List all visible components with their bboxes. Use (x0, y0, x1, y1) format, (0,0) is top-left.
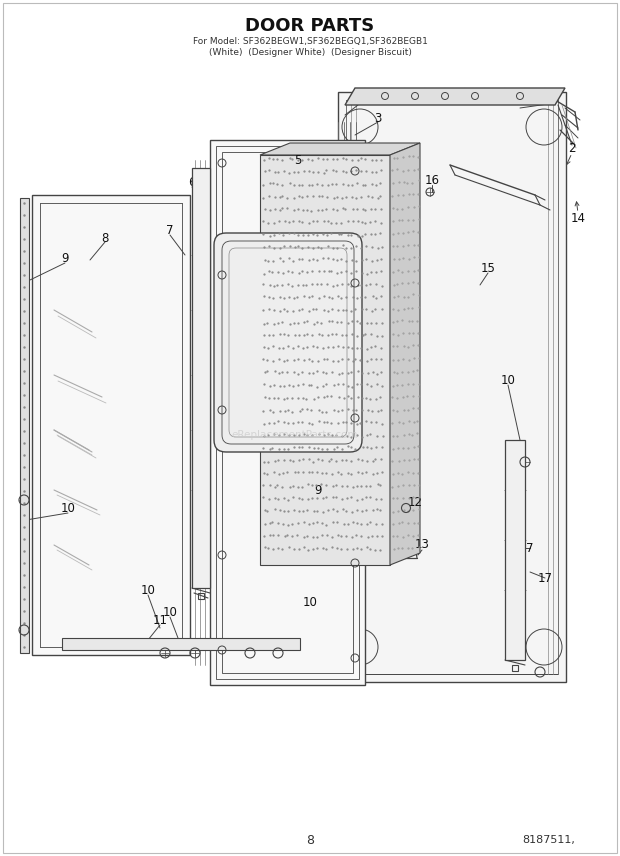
Text: 15: 15 (480, 261, 495, 275)
Text: DOOR PARTS: DOOR PARTS (246, 17, 374, 35)
Polygon shape (210, 140, 365, 685)
Text: 10: 10 (61, 502, 76, 514)
Text: 8187511,: 8187511, (522, 835, 575, 845)
Polygon shape (390, 143, 420, 565)
Text: 2: 2 (569, 141, 576, 154)
Text: 11: 11 (153, 614, 167, 627)
Text: 7: 7 (166, 223, 174, 236)
Text: 3: 3 (374, 111, 382, 124)
Text: 16: 16 (425, 174, 440, 187)
Polygon shape (345, 88, 565, 105)
Polygon shape (260, 143, 420, 155)
Polygon shape (338, 92, 566, 682)
Text: 9: 9 (61, 252, 69, 265)
Polygon shape (20, 198, 29, 653)
Text: 8: 8 (306, 834, 314, 847)
Text: 17: 17 (538, 572, 552, 585)
Polygon shape (62, 638, 300, 650)
Bar (260, 155, 390, 565)
Text: 10: 10 (162, 605, 177, 619)
Text: 4: 4 (354, 93, 361, 106)
Text: 6: 6 (188, 175, 196, 188)
Text: 10: 10 (500, 373, 515, 387)
Text: 14: 14 (570, 211, 585, 224)
Text: For Model: SF362BEGW1,SF362BEGQ1,SF362BEGB1: For Model: SF362BEGW1,SF362BEGQ1,SF362BE… (193, 37, 427, 45)
Polygon shape (32, 195, 190, 655)
Text: 1: 1 (544, 93, 552, 106)
Text: 9: 9 (314, 484, 322, 496)
Text: 5: 5 (294, 153, 302, 167)
Text: eReplacementParts.com: eReplacementParts.com (232, 430, 358, 440)
Text: 12: 12 (407, 496, 422, 508)
Text: (White)  (Designer White)  (Designer Biscuit): (White) (Designer White) (Designer Biscu… (208, 47, 412, 56)
Text: 10: 10 (141, 584, 156, 597)
Text: 8: 8 (101, 231, 108, 245)
Polygon shape (505, 440, 525, 660)
Text: 7: 7 (526, 542, 534, 555)
FancyBboxPatch shape (214, 233, 362, 452)
Text: 10: 10 (303, 596, 317, 609)
Polygon shape (192, 168, 210, 588)
Text: 13: 13 (415, 538, 430, 551)
